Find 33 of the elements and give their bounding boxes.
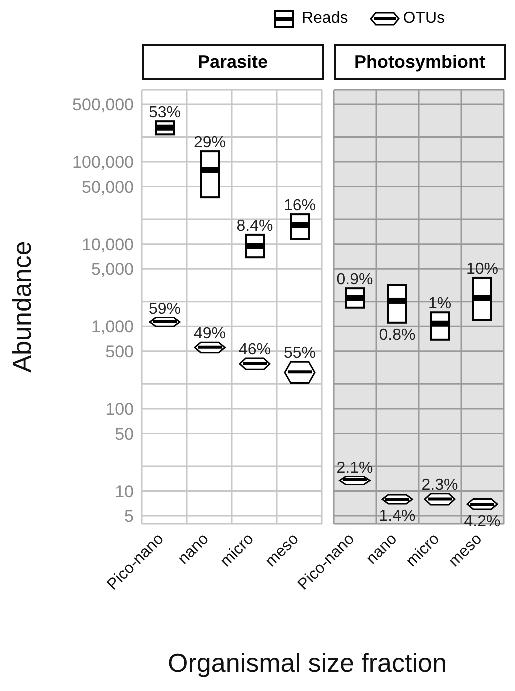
y-tick-label: 1,000 <box>91 318 134 337</box>
y-tick-label: 5 <box>124 507 134 526</box>
y-tick-label: 10 <box>115 482 134 502</box>
text: 2.1% <box>336 460 374 477</box>
text: 29% <box>194 134 226 152</box>
y-tick-label: 500 <box>106 342 134 362</box>
text: 0.8% <box>379 326 416 344</box>
y-tick-label: 50,000 <box>82 178 134 197</box>
y-tick-label: 500,000 <box>72 96 134 115</box>
text: 46% <box>238 342 272 359</box>
text: 53% <box>148 104 182 122</box>
y-tick-label: 5,000 <box>91 260 134 280</box>
text: 59% <box>148 300 182 318</box>
legend-label: OTUs <box>403 10 445 28</box>
y-tick-label: 50 <box>115 424 134 444</box>
legend-label: Reads <box>302 10 348 28</box>
text: 0.9% <box>336 272 374 289</box>
x-axis-title: Organismal size fraction <box>167 648 448 679</box>
text: 2.3% <box>422 476 458 494</box>
y-tick-label: 100 <box>106 400 134 419</box>
text: 4.2% <box>464 514 501 531</box>
text: 1% <box>428 296 452 313</box>
text: 55% <box>284 345 316 362</box>
chart-title: Parasite <box>142 44 324 80</box>
y-tick-label: 100,000 <box>72 153 134 172</box>
y-tick-label: 10,000 <box>82 235 134 254</box>
y-axis-title: Abundance <box>7 241 38 373</box>
chart-title: Photosymbiont <box>334 44 506 80</box>
text: 16% <box>284 198 316 215</box>
text: 8.4% <box>236 218 274 235</box>
text: 1.4% <box>379 508 416 525</box>
text: 49% <box>194 326 226 343</box>
text: 10% <box>466 260 499 278</box>
